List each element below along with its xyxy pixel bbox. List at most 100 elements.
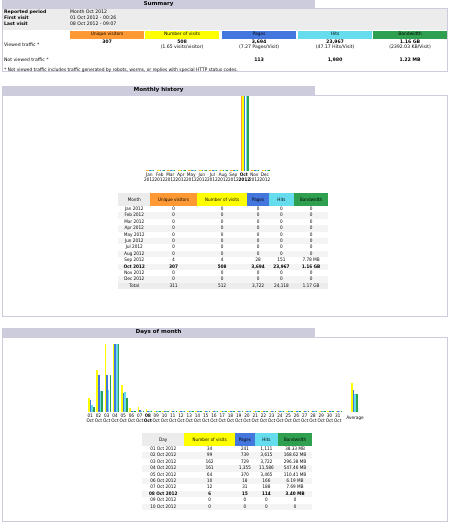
table-cell: 0 [294,250,328,258]
table-cell: 0 [234,503,255,511]
table-cell: 0 [280,244,283,250]
bar-hits-7 [224,170,227,171]
bar-hits-0 [151,170,153,171]
table-cell: 0 [268,276,295,283]
last-visit-value: 08 Oct 2012 - 09:07 [70,22,117,27]
bar-bandwidth-7 [226,170,228,171]
x-label-3: 04 [112,413,118,418]
bar-unique-visitors-6 [209,170,211,171]
table-header-0: Day [142,433,185,446]
table-cell: 0 [172,231,175,237]
table-cell: 7.69 MB [286,484,304,490]
x-label-sub-7: Oct [143,418,152,423]
table-cell: 0 [196,238,248,245]
x-label-sub-10: Oct [169,418,177,423]
bar-number-of-visits-23 [277,411,280,412]
bar-bandwidth-2 [173,170,176,171]
x-label-sub-12: Oct [185,418,193,423]
viewed-traffic-label: Viewed traffic * [4,43,40,48]
table-cell: 508 [196,263,248,271]
table-row: 03 Oct 2012 162 729 3,722 296.38 MB [142,459,312,465]
table-cell: 0 [247,276,269,283]
bar-number-of-visits-0 [88,397,90,412]
bar-number-of-visits-0 [147,170,150,171]
bar-pages-0 [149,170,151,171]
x-label-sub-1: 2012 [154,177,166,182]
table-cell: 0 [150,225,197,232]
bar-pages-6 [139,410,141,412]
bar-number-of-visits-29 [327,411,329,412]
table-cell: 0 [280,231,283,237]
table-row: Jul 2012 0 0 0 0 0 [118,244,328,250]
table-cell: 12 [206,484,213,490]
x-label-4: 05 [120,413,126,418]
bar-bandwidth-23 [282,411,285,412]
table-row: 04 Oct 2012 161 1,355 11,586 547.46 MB [142,465,312,472]
x-label-sub-8: 2012 [228,177,239,182]
table-cell: 28 [255,257,261,263]
table-cell: 0 [150,250,197,258]
bar-bandwidth-3 [184,170,186,171]
table-cell: 370 [240,471,249,477]
bar-pages-7 [222,170,225,171]
table-cell: 1,355 [234,465,255,472]
table-cell: Nov 2012 [124,270,145,276]
table-cell: 0 [243,497,247,503]
table-cell: 0 [150,238,197,245]
bar-bandwidth-13 [200,411,202,412]
summary-header-0: Unique visitors [70,31,144,39]
bar-hits-20 [256,411,258,412]
x-label-sub-5: Oct [127,418,135,423]
table-cell: 0 [220,244,224,250]
table-cell: 05 Oct 2012 [150,471,177,477]
summary-viewed-1: 508 [177,40,187,45]
table-cell: 3.40 MB [277,490,312,498]
table-cell: 0 [196,212,248,219]
bar-bandwidth-18 [241,411,244,412]
x-label-26: 27 [301,413,308,418]
bar-number-of-visits-18 [236,411,239,412]
summary-viewed-4: 1.16 GB [399,40,421,45]
bar-number-of-visits-24 [286,411,288,412]
table-total-cell: Total [118,282,151,290]
table-cell: 110.41 MB [283,471,307,477]
table-cell: 0 [256,218,260,224]
bar-hits-9 [165,411,168,412]
table-cell: 03 Oct 2012 [150,458,177,464]
table-cell: Feb 2012 [118,212,151,219]
table-cell: 1,111 [260,446,273,451]
summary-viewed-sub-2: (7.27 Pages/Visit) [238,45,280,50]
bar-hits-15 [215,411,217,412]
bar-hits-8 [235,170,237,171]
summary-header-3: Hits [298,31,372,39]
x-label-9: 10 [161,413,168,418]
summary-title: Summary [2,0,315,9]
table-cell: 3,694 [247,263,269,271]
table-cell: 0 [293,497,297,503]
bar-bandwidth-8 [159,411,161,412]
table-cell: 0 [309,231,313,237]
table-cell: 241 [240,446,249,451]
x-label-sub-8: Oct [152,418,160,423]
table-row: Aug 2012 0 0 0 0 0 [118,250,328,258]
bar-number-of-visits-16 [220,411,222,412]
x-label-sub-7: 2012 [217,177,229,182]
bar-hits-2 [172,170,174,171]
table-header-1: Unique visitors [150,193,197,206]
bar-hits-1 [161,170,164,171]
bar-hits-4 [124,391,126,412]
table-cell: Jul 2012 [125,244,143,250]
x-label-sub-30: Oct [334,418,342,423]
bar-number-of-visits-22 [269,411,272,412]
table-row: Apr 2012 0 0 0 0 0 [118,225,328,232]
bar-pages-13 [196,411,199,412]
bar-number-of-visits-14 [203,411,206,412]
bar-number-of-visits-7 [145,409,148,412]
table-header-3: Hits [254,433,278,446]
bar-bandwidth-12 [192,411,194,412]
bar-pages-25 [295,411,298,412]
bar-pages-8 [233,170,235,171]
x-label-sub-2: Oct [103,418,111,423]
x-label-sub-3: Oct [111,418,119,423]
bar-unique-visitors-7 [219,170,222,171]
